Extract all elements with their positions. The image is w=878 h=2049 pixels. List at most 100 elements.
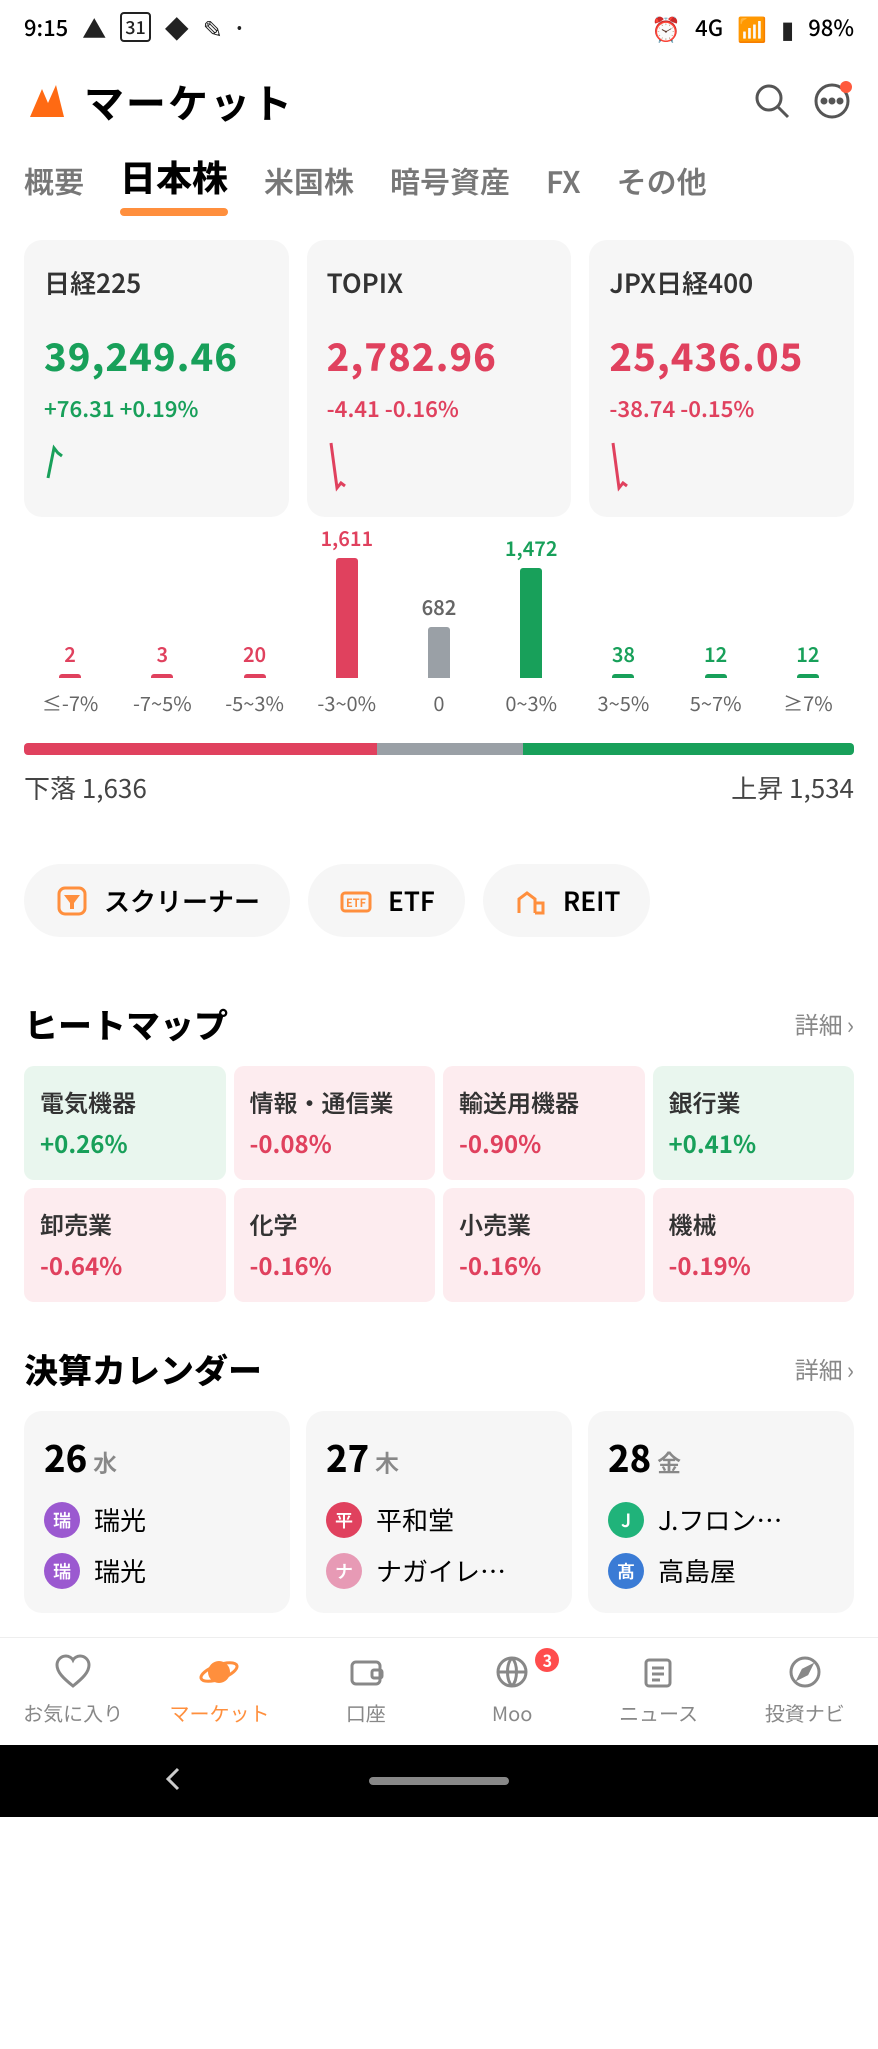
svg-text:ETF: ETF <box>346 895 367 911</box>
chip-label: スクリーナー <box>104 882 260 919</box>
heatmap-cell-4[interactable]: 卸売業 -0.64% <box>24 1188 226 1302</box>
calendar-detail-link[interactable]: 詳細 › <box>795 1351 854 1386</box>
histo-col-2: 20 -5~3% <box>208 639 300 717</box>
company-name: 高島屋 <box>658 1552 736 1589</box>
histo-bucket-label: -3~0% <box>317 688 376 717</box>
distribution-chart: 2 ≤-7%3 -7~5%20 -5~3%1,611 -3~0%682 01,4… <box>0 517 878 816</box>
histo-bar <box>428 627 450 678</box>
histo-value: 1,611 <box>320 523 373 552</box>
histo-value: 1,472 <box>505 533 558 562</box>
tab-1[interactable]: 日本株 <box>120 150 228 216</box>
heatmap-sector-name: 輸送用機器 <box>459 1084 629 1119</box>
app-header: マーケット <box>0 54 878 140</box>
company-badge-icon: ナ <box>326 1553 362 1589</box>
warning-icon: ▲ <box>82 10 106 45</box>
tab-4[interactable]: FX <box>546 158 581 216</box>
tab-0[interactable]: 概要 <box>24 158 84 216</box>
calendar-item[interactable]: 髙 高島屋 <box>608 1552 834 1589</box>
histo-bucket-label: ≤-7% <box>42 688 98 717</box>
heatmap-sector-change: -0.16% <box>459 1247 629 1282</box>
histo-bar <box>151 674 173 678</box>
heart-icon <box>53 1652 93 1692</box>
histo-bar <box>336 558 358 678</box>
company-badge-icon: J <box>608 1502 644 1538</box>
heatmap-cell-5[interactable]: 化学 -0.16% <box>234 1188 436 1302</box>
index-name: 日経225 <box>44 264 269 301</box>
heatmap-detail-link[interactable]: 詳細 › <box>795 1006 854 1041</box>
home-pill[interactable] <box>369 1777 509 1785</box>
etf-icon: ETF <box>338 883 374 919</box>
heatmap-cell-2[interactable]: 輸送用機器 -0.90% <box>443 1066 645 1180</box>
calendar-day-0[interactable]: 26水 瑞 瑞光 瑞 瑞光 <box>24 1411 290 1613</box>
chip-reit[interactable]: REIT <box>483 864 651 937</box>
bottomnav-news[interactable]: ニュース <box>585 1652 731 1727</box>
signal-icon: 📶 <box>737 10 767 45</box>
company-name: ナガイレー… <box>376 1552 516 1589</box>
sparkline-icon <box>327 438 387 496</box>
calendar-item[interactable]: J J.フロント … <box>608 1501 834 1538</box>
ratio-bar <box>24 743 854 755</box>
heatmap-sector-change: -0.16% <box>250 1247 420 1282</box>
heatmap-sector-change: +0.41% <box>669 1125 839 1160</box>
histo-bar <box>59 674 81 678</box>
index-card-1[interactable]: TOPIX 2,782.96 -4.41 -0.16% <box>307 240 572 517</box>
heatmap-cell-7[interactable]: 機械 -0.19% <box>653 1188 855 1302</box>
bottomnav-compass[interactable]: 投資ナビ <box>732 1652 878 1727</box>
tab-5[interactable]: その他 <box>617 158 707 216</box>
calendar-date: 26水 <box>44 1431 270 1483</box>
reit-icon <box>513 883 549 919</box>
histo-bucket-label: -7~5% <box>133 688 192 717</box>
company-name: 平和堂 <box>376 1501 454 1538</box>
status-network: 4G <box>695 11 723 43</box>
calendar-item[interactable]: 瑞 瑞光 <box>44 1501 270 1538</box>
chevron-right-icon: › <box>847 1351 854 1386</box>
company-badge-icon: 瑞 <box>44 1553 80 1589</box>
chip-label: REIT <box>563 882 621 919</box>
back-icon[interactable] <box>160 1765 188 1798</box>
sparkline-icon <box>609 438 669 496</box>
histo-bucket-label: -5~3% <box>225 688 284 717</box>
heatmap-title: ヒートマップ <box>24 999 228 1048</box>
index-name: TOPIX <box>327 264 552 301</box>
index-card-0[interactable]: 日経225 39,249.46 +76.31 +0.19% <box>24 240 289 517</box>
heatmap-sector-change: -0.90% <box>459 1125 629 1160</box>
bottomnav-wallet[interactable]: 口座 <box>293 1652 439 1727</box>
bottomnav-planet[interactable]: マーケット <box>146 1652 292 1727</box>
company-name: 瑞光 <box>94 1552 146 1589</box>
globe-icon <box>492 1652 532 1692</box>
heatmap-cell-3[interactable]: 銀行業 +0.41% <box>653 1066 855 1180</box>
ratio-seg-neutral <box>377 743 524 755</box>
heatmap-cell-6[interactable]: 小売業 -0.16% <box>443 1188 645 1302</box>
search-icon[interactable] <box>750 79 794 123</box>
alarm-icon: ⏰ <box>651 10 681 45</box>
page-title: マーケット <box>84 72 734 130</box>
tab-2[interactable]: 米国株 <box>264 158 354 216</box>
calendar-item[interactable]: 平 平和堂 <box>326 1501 552 1538</box>
bottomnav-heart[interactable]: お気に入り <box>0 1652 146 1727</box>
index-value: 25,436.05 <box>609 327 834 382</box>
chip-etf[interactable]: ETF ETF <box>308 864 465 937</box>
calendar-item[interactable]: ナ ナガイレー… <box>326 1552 552 1589</box>
calendar-day-2[interactable]: 28金 J J.フロント … 髙 高島屋 <box>588 1411 854 1613</box>
bottomnav-label: Moo <box>492 1698 532 1727</box>
heatmap-sector-change: -0.19% <box>669 1247 839 1282</box>
chip-label: ETF <box>388 882 435 919</box>
calendar-item[interactable]: 瑞 瑞光 <box>44 1552 270 1589</box>
heatmap-cell-1[interactable]: 情報・通信業 -0.08% <box>234 1066 436 1180</box>
calendar-day-1[interactable]: 27木 平 平和堂 ナ ナガイレー… <box>306 1411 572 1613</box>
histo-col-4: 682 0 <box>393 592 485 717</box>
bottomnav-globe[interactable]: Moo 3 <box>439 1652 585 1727</box>
heatmap-sector-change: -0.64% <box>40 1247 210 1282</box>
app-logo-icon <box>24 79 68 123</box>
histo-value: 20 <box>243 639 266 668</box>
heatmap-cell-0[interactable]: 電気機器 +0.26% <box>24 1066 226 1180</box>
more-icon[interactable] <box>810 79 854 123</box>
bottomnav-label: 口座 <box>346 1698 386 1727</box>
index-delta: -38.74 -0.15% <box>609 392 834 424</box>
tab-3[interactable]: 暗号資産 <box>390 158 510 216</box>
chip-filter[interactable]: スクリーナー <box>24 864 290 937</box>
index-card-2[interactable]: JPX日経400 25,436.05 -38.74 -0.15% <box>589 240 854 517</box>
histo-bar <box>244 674 266 678</box>
company-name: 瑞光 <box>94 1501 146 1538</box>
histo-value: 2 <box>64 639 76 668</box>
